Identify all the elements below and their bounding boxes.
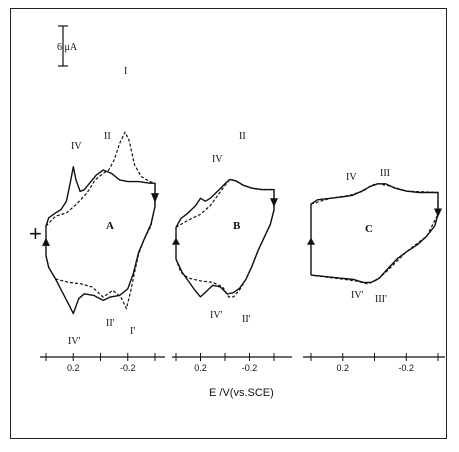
peak-label-a-ii: II [104, 131, 111, 142]
peak-label-b-iv-prime: IV' [210, 310, 223, 321]
voltammogram-curves [45, 131, 439, 315]
panel-label-c: C [365, 223, 373, 235]
cv-curve-a-solid [45, 166, 156, 315]
scan-arrow-up-c [307, 237, 315, 245]
peak-label-c-iv-prime: IV' [351, 290, 364, 301]
cv-curve-c-dashed [310, 183, 439, 285]
peak-label-b-ii: II [239, 131, 246, 142]
figure-border [10, 8, 447, 439]
scan-arrow-up-a [42, 237, 50, 246]
plus-marker: + [29, 221, 42, 246]
tick-label-a-1: -0.2 [120, 363, 136, 373]
scan-arrow-up-b [172, 237, 180, 245]
cv-curve-c-solid [310, 183, 439, 284]
scale-bar-label: 6 μA [57, 42, 78, 53]
peak-label-b-ii-prime: II' [242, 314, 251, 325]
scan-arrow-down-a [151, 193, 159, 203]
peak-label-a-i-prime: I' [130, 326, 135, 337]
peak-label-a-iv: IV [71, 141, 82, 152]
cv-curve-b-dashed [175, 178, 275, 298]
scan-direction-arrows [42, 193, 442, 246]
x-axis-title: E /V(vs.SCE) [209, 387, 274, 399]
scan-arrow-down-b [270, 198, 278, 207]
current-scale-bar: 6 μA [57, 25, 78, 67]
tick-label-b-1: -0.2 [242, 363, 258, 373]
tick-label-c-0: 0.2 [336, 363, 349, 373]
tick-label-b-0: 0.2 [194, 363, 207, 373]
scan-arrow-down-c [434, 208, 442, 218]
panel-label-a: A [106, 220, 114, 232]
peak-label-b-iv: IV [212, 154, 223, 165]
potential-axes: 0.2 -0.2 0.2 -0.2 0.2 -0.2 [40, 353, 445, 373]
peak-label-a-iv-prime: IV' [68, 336, 81, 347]
cv-curve-b-solid [175, 178, 275, 298]
tick-label-a-0: 0.2 [67, 363, 80, 373]
peak-label-a-ii-prime: II' [106, 318, 115, 329]
peak-label-c-iv: IV [346, 172, 357, 183]
peak-label-c-iii: III [380, 168, 390, 179]
cv-curve-a-dashed [45, 131, 156, 310]
peak-label-a-i: I [124, 66, 127, 77]
panel-label-b: B [233, 220, 241, 232]
tick-label-c-1: -0.2 [398, 363, 414, 373]
peak-label-c-iii-prime: III' [375, 294, 387, 305]
